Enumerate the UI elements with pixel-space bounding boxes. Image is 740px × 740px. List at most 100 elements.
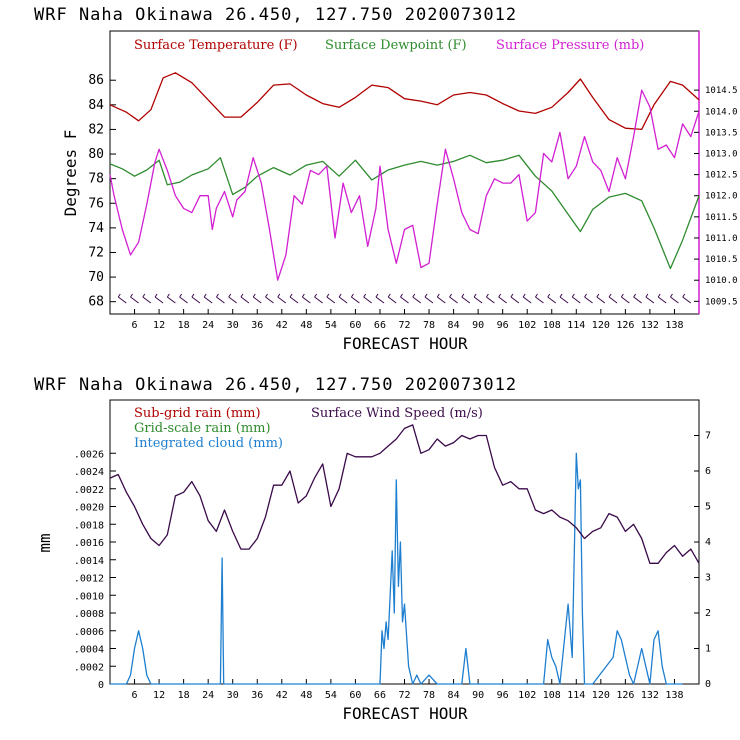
x-tick-label: 78 <box>423 690 435 701</box>
wind-barb-flag <box>657 293 661 298</box>
wind-barb-flag <box>670 293 673 298</box>
y-tick-label: 86 <box>88 73 104 88</box>
wind-barb <box>645 296 655 304</box>
wind-barb <box>498 296 507 304</box>
wind-barb-flag <box>154 293 158 298</box>
y2-tick-label: 5 <box>705 502 711 513</box>
x-tick-label: 30 <box>227 690 239 701</box>
wind-barb-flag <box>485 293 489 298</box>
wind-barb <box>657 296 667 304</box>
wind-barb-flag <box>179 293 183 298</box>
wind-barbs <box>117 293 692 304</box>
y2-tick-label: 3 <box>705 573 711 584</box>
wind-barb <box>522 296 532 304</box>
y2-tick-label: 1012.0 <box>705 192 738 202</box>
x-tick-label: 126 <box>616 320 634 331</box>
wind-barb <box>363 296 372 304</box>
wind-barb <box>240 296 250 304</box>
wind-barb <box>142 296 152 304</box>
wind-barb <box>682 296 692 304</box>
wind-barb-flag <box>571 293 575 298</box>
wind-barb-flag <box>166 293 170 298</box>
x-tick-label: 138 <box>665 320 683 331</box>
x-tick-label: 36 <box>251 320 263 331</box>
y2-tick-label: 1009.5 <box>705 297 738 307</box>
top-x-axis-label: FORECAST HOUR <box>342 334 468 353</box>
y-tick-label: .0012 <box>74 574 104 585</box>
wind-barb <box>338 296 348 304</box>
x-tick-label: 72 <box>398 320 410 331</box>
wind-barb <box>277 296 287 304</box>
y2-tick-label: 1011.0 <box>705 234 738 244</box>
wind-barb-flag <box>449 293 452 298</box>
x-tick-label: 78 <box>423 320 435 331</box>
wind-barb-flag <box>289 293 293 298</box>
x-tick-label: 66 <box>374 690 386 701</box>
wind-barb-flag <box>130 293 133 298</box>
x-tick-label: 102 <box>518 320 536 331</box>
wind-barb-flag <box>535 293 538 298</box>
top-chart-title: WRF Naha Okinawa 26.450, 127.750 2020073… <box>34 5 517 25</box>
wind-barb <box>473 296 483 304</box>
wind-barb-flag <box>326 293 330 298</box>
x-tick-label: 48 <box>300 320 312 331</box>
wind-barb <box>621 296 630 304</box>
wind-barb-flag <box>522 293 526 298</box>
x-tick-label: 24 <box>202 320 214 331</box>
wind-barb <box>167 296 176 304</box>
wind-barb-flag <box>645 293 649 298</box>
x-tick-label: 54 <box>325 320 337 331</box>
wind-barb-flag <box>461 293 465 298</box>
bottom-y2-ticks: 0 1 2 3 4 5 6 7 <box>694 431 711 690</box>
y-tick-label: .0002 <box>74 662 104 673</box>
wind-barb <box>596 296 606 304</box>
x-tick-label: 18 <box>178 320 190 331</box>
y2-tick-label: 1010.0 <box>705 276 738 286</box>
y-tick-label: .0020 <box>74 503 104 514</box>
wind-barb-flag <box>510 293 514 298</box>
wind-barb-flag <box>191 293 195 298</box>
wind-barb-flag <box>252 293 256 298</box>
series-line-surface-temperature-f <box>109 72 700 131</box>
x-tick-label: 48 <box>300 690 312 701</box>
x-tick-label: 36 <box>251 690 263 701</box>
legend-grid-scale-rain: Grid-scale rain (mm) <box>134 421 271 436</box>
wind-barb <box>670 296 679 304</box>
wind-barb-flag <box>473 293 477 298</box>
series-line-integrated-cloud-mm <box>110 452 683 685</box>
x-tick-label: 138 <box>665 690 683 701</box>
temperature-chart: WRF Naha Okinawa 26.450, 127.750 2020073… <box>34 5 738 353</box>
wind-barb-flag <box>498 293 502 298</box>
wind-barb-flag <box>265 293 268 298</box>
bottom-y-ticks: 0 .0002 .0004 .0006 .0008 .0010 .0012 .0014 .001… <box>74 449 116 691</box>
y-tick-label: .0022 <box>74 485 104 496</box>
legend-surface-pressure: Surface Pressure (mb) <box>496 38 644 53</box>
x-tick-label: 90 <box>472 690 484 701</box>
y-tick-label: 80 <box>88 147 104 162</box>
bottom-x-axis-label: FORECAST HOUR <box>342 704 468 723</box>
wind-barb <box>130 296 139 304</box>
x-tick-label: 24 <box>202 690 214 701</box>
x-tick-label: 6 <box>132 690 138 701</box>
y2-tick-label: 7 <box>705 431 711 442</box>
wind-barb-flag <box>424 293 428 298</box>
wind-barb-flag <box>375 293 379 298</box>
top-y-ticks: 68 70 72 74 76 78 80 82 84 86 <box>88 73 116 310</box>
wind-barb-flag <box>301 293 305 298</box>
x-tick-label: 30 <box>227 320 239 331</box>
x-tick-label: 72 <box>398 690 410 701</box>
y-tick-label: .0024 <box>74 467 104 478</box>
wind-barb <box>412 296 422 304</box>
series-line-surface-wind-speed-m-s <box>109 424 700 564</box>
y-tick-label: 82 <box>88 122 104 137</box>
y-tick-label: 74 <box>88 221 104 236</box>
x-tick-label: 54 <box>325 690 337 701</box>
wind-barb <box>571 296 581 304</box>
wind-barb <box>535 296 544 304</box>
y-tick-label: 72 <box>88 245 104 260</box>
x-tick-label: 114 <box>567 690 585 701</box>
wind-barb <box>179 296 188 304</box>
x-tick-label: 6 <box>132 320 138 331</box>
y2-tick-label: 2 <box>705 608 711 619</box>
